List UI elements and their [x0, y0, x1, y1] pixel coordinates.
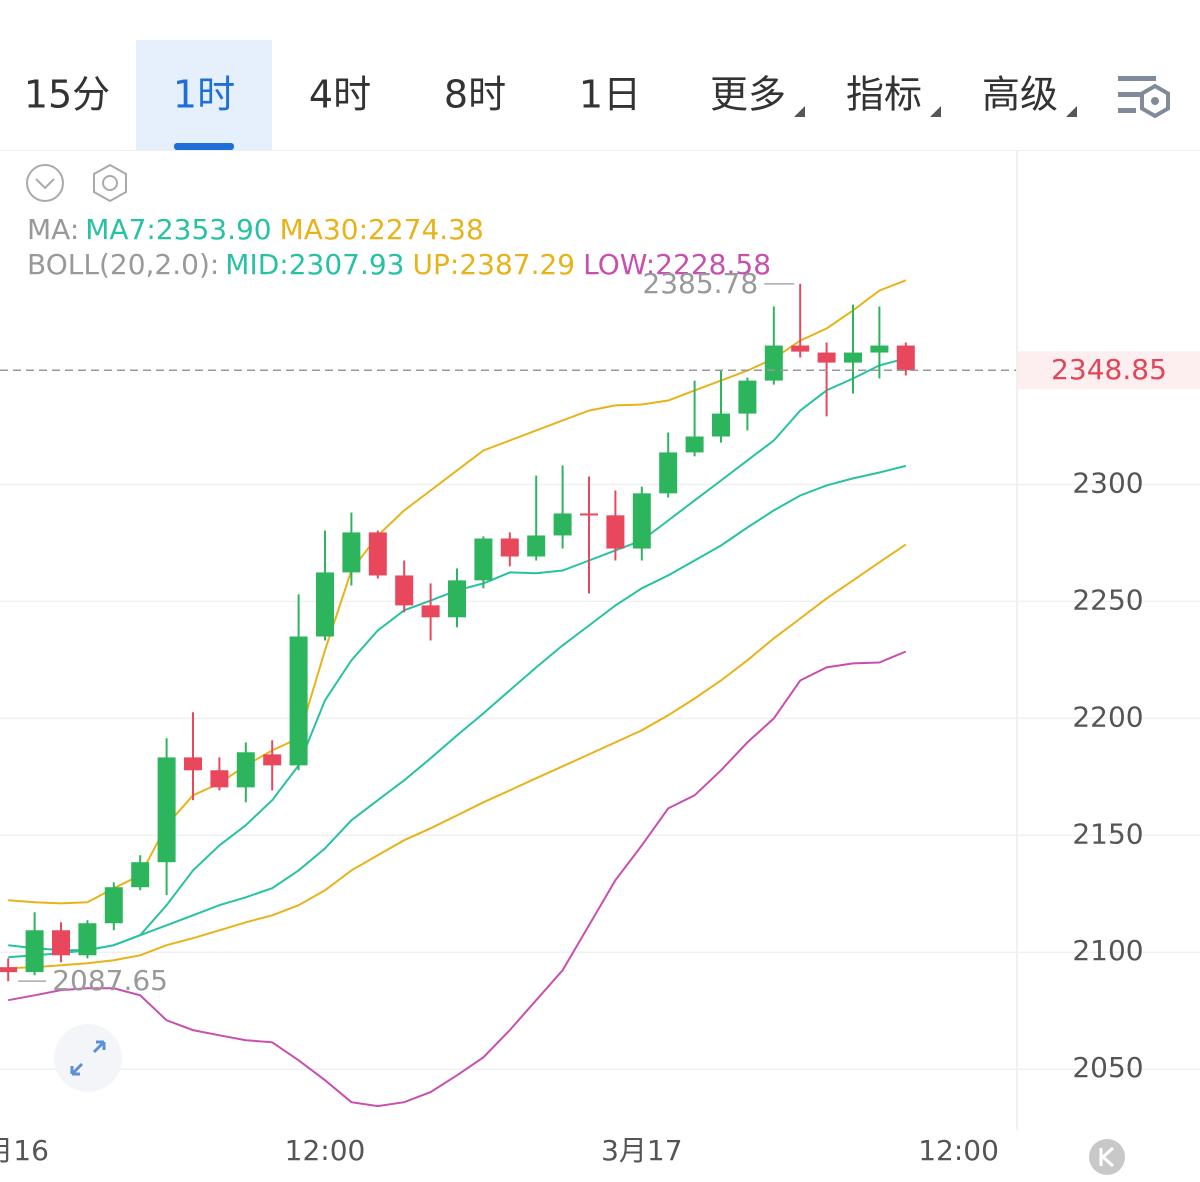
candle-body	[342, 532, 361, 573]
candle-body	[632, 493, 651, 549]
candle-body	[421, 605, 440, 618]
k-circle	[1089, 1139, 1125, 1175]
collapse-button[interactable]	[26, 164, 64, 202]
active-tab-indicator	[174, 143, 234, 150]
candle-body	[870, 345, 889, 353]
candle-body	[263, 754, 282, 766]
candle-body	[368, 532, 387, 576]
candle-body	[817, 352, 836, 363]
candle-body	[157, 757, 176, 863]
tab[interactable]: 1时	[173, 73, 235, 117]
candle-body	[712, 413, 730, 437]
indicator-line	[8, 357, 907, 952]
y-tick-label: 2300	[1072, 466, 1143, 499]
y-tick-label: 2200	[1072, 700, 1143, 733]
candle-body	[289, 636, 308, 766]
candle-body	[896, 345, 915, 371]
candle-body	[131, 862, 150, 888]
k-button[interactable]	[1089, 1139, 1125, 1175]
candle-body	[236, 752, 255, 788]
active-tab-bg	[136, 40, 272, 150]
x-tick-label: 12:00	[285, 1134, 366, 1167]
candle-body	[474, 538, 493, 581]
toolbar-border	[0, 150, 1200, 151]
candle-body	[580, 513, 598, 516]
indicator-line	[8, 650, 907, 1108]
x-tick-label: 3月16	[0, 1134, 49, 1167]
high-label: 2385.78	[642, 267, 758, 300]
candle-body	[395, 575, 414, 606]
low-label: 2087.65	[52, 964, 168, 997]
y-tick-label: 2050	[1072, 1051, 1143, 1084]
candle-body	[52, 930, 70, 956]
tab[interactable]: 8时	[444, 73, 506, 117]
legend-entry: UP:2387.29	[413, 248, 576, 281]
y-tick-label: 2150	[1072, 817, 1143, 850]
legend-entry: MA30:2274.38	[280, 213, 484, 246]
candle-body	[25, 930, 44, 973]
candle-body	[764, 345, 783, 381]
legend-entry: LOW:2228.58	[583, 248, 771, 281]
candle-body	[448, 580, 466, 618]
expand-button[interactable]	[54, 1024, 122, 1092]
candle-body	[659, 452, 678, 494]
tab[interactable]: 4时	[309, 73, 371, 117]
candle-body	[78, 923, 97, 956]
y-tick-label: 2100	[1072, 934, 1143, 967]
candle-body	[500, 538, 519, 557]
menu-caret	[930, 106, 941, 117]
menu[interactable]: 更多	[710, 73, 786, 117]
overlay-layer: 15分 1时 4时 8时 1日 更多 指标 高级 2050 2100 2150 2200 2250 230…	[0, 40, 1200, 1167]
y-tick-label: 2250	[1072, 583, 1143, 616]
candle-body	[527, 535, 546, 557]
icon-gear	[1140, 83, 1170, 119]
candle-body	[184, 757, 202, 771]
candle-body	[316, 572, 334, 637]
menu-caret	[1066, 106, 1077, 117]
menu-caret	[794, 106, 805, 117]
legend-label: BOLL(20,2.0):	[27, 248, 219, 281]
indicator-line	[8, 543, 907, 970]
expand-bg	[54, 1024, 122, 1092]
chart-layer	[0, 279, 1200, 1108]
candle-body	[738, 380, 757, 414]
collapse-circle	[26, 164, 64, 202]
last-price-label: 2348.85	[1051, 353, 1167, 386]
legend-entry: MID:2307.93	[225, 248, 404, 281]
candle-body	[210, 770, 229, 788]
candle-body	[844, 352, 862, 363]
icon-bar	[1118, 76, 1156, 81]
boll-legend: BOLL(20,2.0): MID:2307.93 UP:2387.29 LOW:22…	[27, 248, 771, 281]
candle-body	[685, 436, 704, 453]
x-tick-label: 3月17	[601, 1134, 682, 1167]
settings-button[interactable]	[93, 163, 127, 203]
legend-label: MA:	[27, 213, 79, 246]
candle-body	[791, 345, 810, 352]
tab[interactable]: 1日	[579, 73, 641, 117]
x-tick-label: 12:00	[918, 1134, 999, 1167]
icon-bar	[1118, 92, 1140, 97]
expand-arrows	[70, 1040, 106, 1076]
tab[interactable]: 15分	[24, 73, 110, 117]
candle-body	[553, 513, 572, 536]
ma-legend: MA: MA7:2353.90 MA30:2274.38	[27, 213, 484, 246]
collapse-chevron	[35, 178, 55, 190]
menu[interactable]: 高级	[982, 73, 1058, 117]
icon-bar	[1118, 108, 1136, 113]
candle-body	[0, 967, 18, 973]
legend-entry: MA7:2353.90	[85, 213, 271, 246]
candle-body	[104, 887, 123, 924]
candle-body	[606, 515, 625, 549]
indicator-line	[8, 464, 907, 959]
toolbar-settings-icon[interactable]	[1118, 76, 1170, 119]
settings-dot	[102, 175, 118, 191]
icon-gear-dot	[1151, 97, 1159, 105]
settings-hex	[93, 163, 127, 203]
menu[interactable]: 指标	[846, 73, 922, 117]
last-price-bg	[1018, 351, 1200, 390]
k-glyph	[1099, 1146, 1115, 1168]
